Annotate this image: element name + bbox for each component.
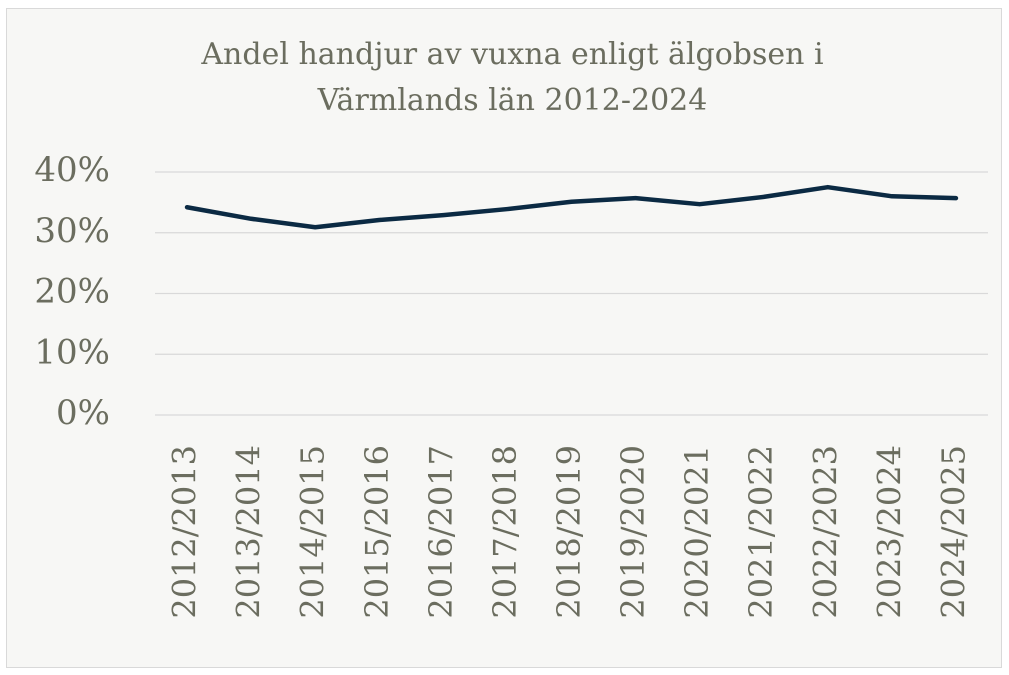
x-tick-label: 2019/2020 bbox=[614, 445, 652, 619]
x-tick-label: 2023/2024 bbox=[870, 445, 908, 619]
x-tick-label: 2013/2014 bbox=[230, 445, 268, 619]
y-tick-label: 30% bbox=[34, 211, 110, 251]
x-tick-label: 2021/2022 bbox=[742, 445, 780, 619]
x-tick-label: 2015/2016 bbox=[358, 445, 396, 619]
x-tick-label: 2016/2017 bbox=[422, 445, 460, 619]
x-tick-label: 2022/2023 bbox=[806, 445, 844, 619]
x-tick-label: 2024/2025 bbox=[934, 445, 972, 619]
x-tick-label: 2020/2021 bbox=[678, 445, 716, 619]
y-tick-label: 0% bbox=[56, 393, 110, 433]
x-tick-label: 2012/2013 bbox=[166, 445, 204, 619]
x-tick-label: 2017/2018 bbox=[486, 445, 524, 619]
y-tick-label: 40% bbox=[34, 150, 110, 190]
x-tick-label: 2018/2019 bbox=[550, 445, 588, 619]
x-tick-label: 2014/2015 bbox=[294, 445, 332, 619]
y-tick-label: 10% bbox=[34, 332, 110, 372]
chart-frame bbox=[6, 8, 1002, 668]
chart-title: Andel handjur av vuxna enligt älgobsen i… bbox=[201, 37, 824, 118]
line bbox=[184, 184, 959, 230]
y-tick-label: 20% bbox=[34, 272, 110, 312]
